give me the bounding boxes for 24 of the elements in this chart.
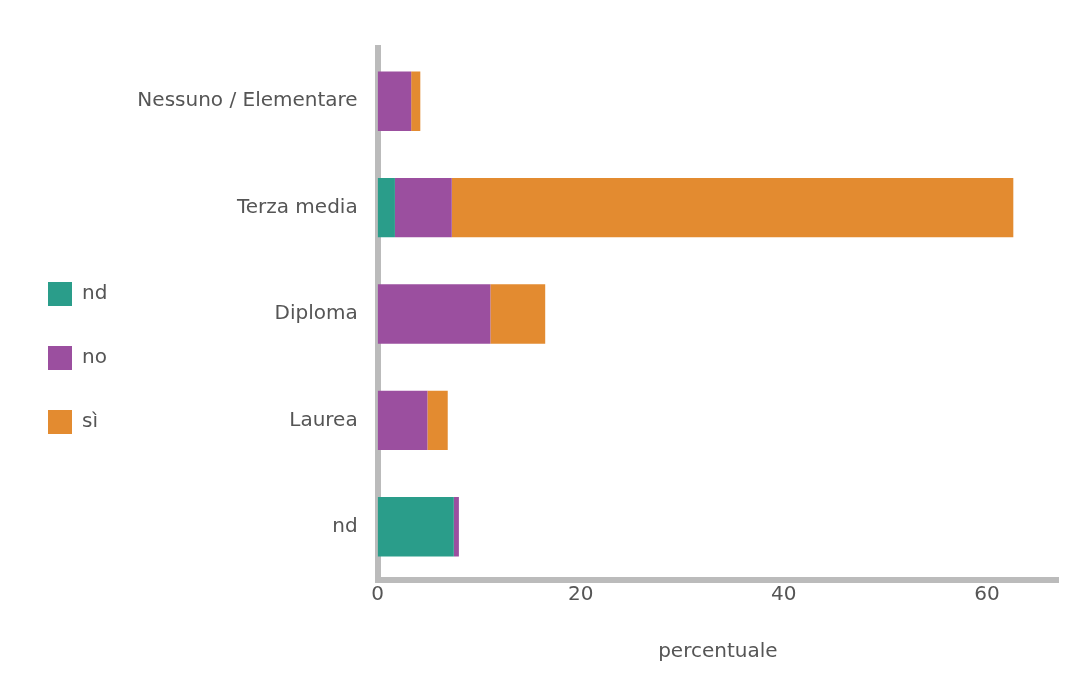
- bar: [490, 284, 546, 344]
- bar: [394, 177, 452, 238]
- y-tick-label: Nessuno / Elementare: [137, 87, 358, 112]
- y-tick-label: Diploma: [274, 300, 358, 325]
- legend-label: nd: [82, 280, 108, 305]
- bar: [453, 497, 459, 557]
- x-tick-label: 60: [974, 581, 1000, 606]
- bar: [377, 497, 454, 557]
- bar: [411, 71, 421, 131]
- x-tick-label: 20: [568, 581, 594, 606]
- x-tick-label: 40: [771, 581, 797, 606]
- bar: [451, 177, 1014, 238]
- bar: [427, 390, 448, 451]
- bar: [377, 390, 428, 451]
- bar: [377, 284, 491, 344]
- x-tick-label: 0: [371, 581, 385, 606]
- y-tick-label: nd: [332, 513, 358, 537]
- bar: [377, 177, 395, 238]
- x-axis-title: percentuale: [658, 638, 778, 663]
- legend-label: no: [82, 344, 107, 369]
- bar: [377, 71, 412, 131]
- y-tick-label: Laurea: [289, 406, 358, 431]
- legend-label: sì: [82, 408, 98, 433]
- y-tick-label: Terza media: [235, 193, 358, 218]
